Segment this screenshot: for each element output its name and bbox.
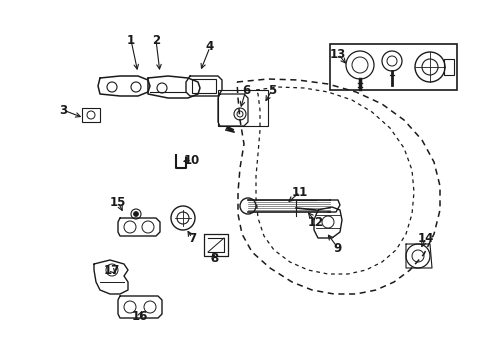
Text: 12: 12 xyxy=(307,216,324,229)
Text: 14: 14 xyxy=(417,231,433,244)
Text: 10: 10 xyxy=(183,153,200,166)
Text: 1: 1 xyxy=(127,33,135,46)
Text: 6: 6 xyxy=(242,84,250,96)
Bar xyxy=(82,108,100,122)
Bar xyxy=(329,44,456,90)
Bar xyxy=(443,59,453,75)
Text: 5: 5 xyxy=(267,84,276,96)
Text: 17: 17 xyxy=(103,264,120,276)
Text: 16: 16 xyxy=(132,310,148,323)
Text: 3: 3 xyxy=(59,104,67,117)
Text: 2: 2 xyxy=(152,33,160,46)
Text: 11: 11 xyxy=(291,185,307,198)
Text: 8: 8 xyxy=(209,252,218,265)
Text: 9: 9 xyxy=(333,242,342,255)
Circle shape xyxy=(133,211,138,216)
Bar xyxy=(218,90,267,126)
Bar xyxy=(192,79,216,93)
Text: 4: 4 xyxy=(205,40,214,54)
Text: 13: 13 xyxy=(329,48,346,60)
Text: 15: 15 xyxy=(110,195,126,208)
Text: 7: 7 xyxy=(187,231,196,244)
